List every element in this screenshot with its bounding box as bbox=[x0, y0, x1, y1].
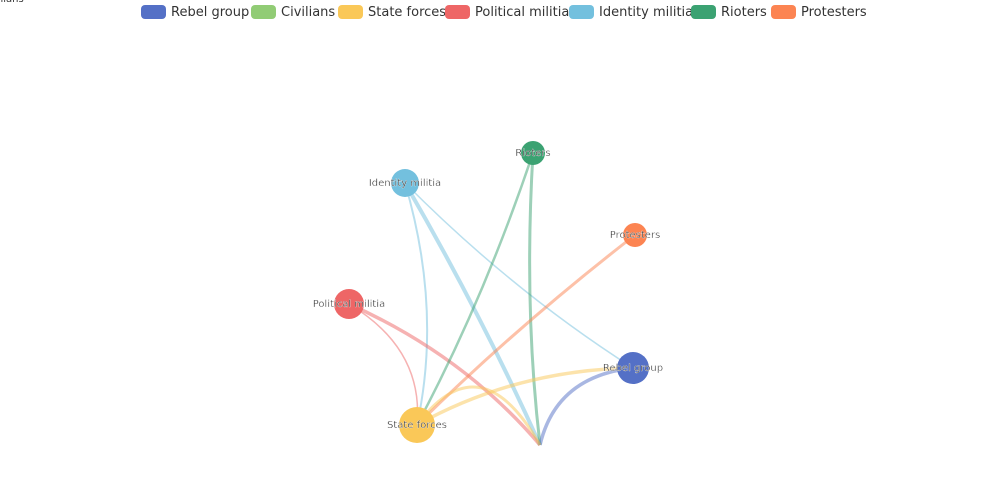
legend-icon[interactable] bbox=[569, 5, 594, 19]
node-label: Protesters bbox=[610, 230, 661, 241]
legend-icon[interactable] bbox=[445, 5, 470, 19]
node-label: Identity militia bbox=[369, 178, 441, 189]
legend-label: State forces bbox=[368, 5, 446, 20]
node[interactable] bbox=[334, 289, 364, 319]
edge bbox=[416, 366, 634, 427]
edge bbox=[538, 366, 634, 446]
node-label: Rioters bbox=[515, 148, 550, 159]
edge bbox=[415, 385, 542, 446]
node-label: State forces bbox=[387, 420, 447, 431]
node-label: Political militia bbox=[313, 299, 386, 310]
offscreen-label: Civilians bbox=[0, 0, 24, 5]
node[interactable] bbox=[521, 141, 545, 165]
legend-label: Rioters bbox=[721, 5, 767, 20]
edge bbox=[404, 182, 634, 369]
node[interactable] bbox=[391, 169, 419, 197]
legend-icon[interactable] bbox=[141, 5, 166, 19]
legend-label: Rebel group bbox=[171, 5, 249, 20]
legend-label: Political militia bbox=[475, 5, 569, 20]
legend-label: Protesters bbox=[801, 5, 867, 20]
node[interactable] bbox=[399, 407, 435, 443]
legend-icon[interactable] bbox=[251, 5, 276, 19]
edge bbox=[348, 302, 542, 447]
edge bbox=[415, 152, 535, 426]
legend-icon[interactable] bbox=[691, 5, 716, 19]
legend-icon[interactable] bbox=[338, 5, 363, 19]
node[interactable] bbox=[617, 352, 649, 384]
edge bbox=[403, 181, 542, 446]
node[interactable] bbox=[623, 223, 647, 247]
edge bbox=[404, 182, 429, 426]
node-label: Rebel group bbox=[603, 363, 663, 374]
legend-label: Identity militia bbox=[599, 5, 693, 20]
legend-label: Civilians bbox=[281, 5, 335, 20]
legend-icon[interactable] bbox=[771, 5, 796, 19]
edge bbox=[528, 152, 542, 446]
